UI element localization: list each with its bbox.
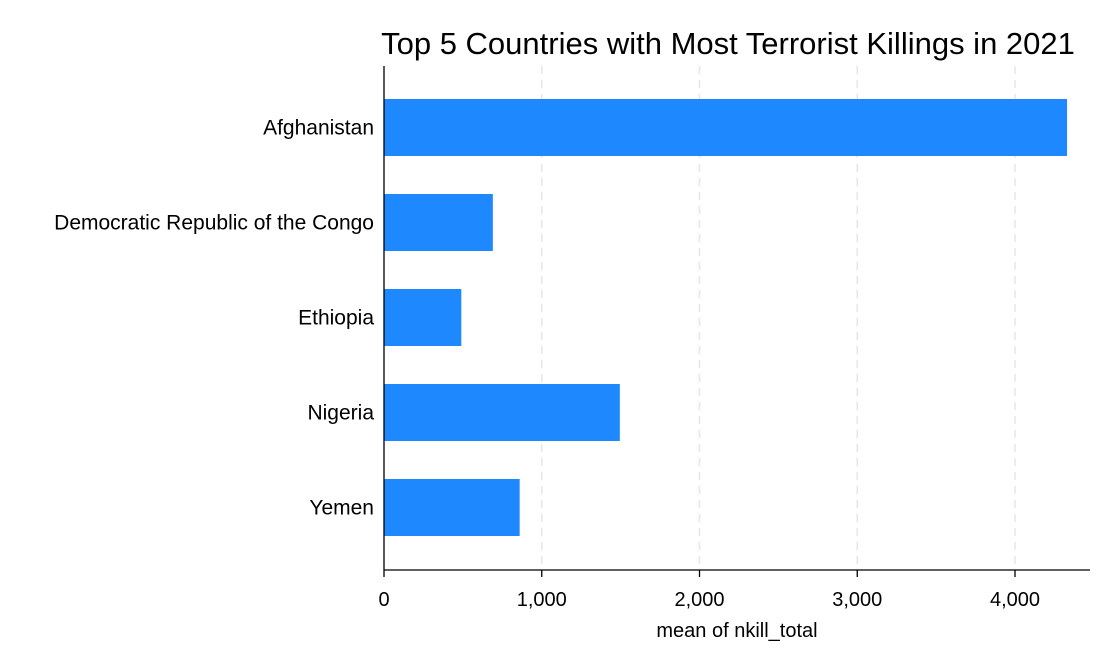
category-label: Nigeria [307,402,374,425]
x-axis-ticks: 0 1,000 2,000 3,000 4,000 [378,570,1040,611]
x-tick-label: 1,000 [517,589,567,611]
bars [384,99,1068,536]
x-tick-label: 3,000 [832,589,882,611]
x-axis-title: mean of nkill_total [656,620,817,642]
category-label: Democratic Republic of the Congo [54,212,374,235]
category-label: Yemen [309,497,374,520]
chart-title: Top 5 Countries with Most Terrorist Kill… [381,26,1075,61]
x-tick-label: 2,000 [674,589,724,611]
category-label: Afghanistan [263,117,374,140]
bar-afghanistan [384,99,1068,156]
x-tick-label: 4,000 [990,589,1040,611]
bar-ethiopia [384,289,462,346]
bar-yemen [384,479,520,536]
category-labels: Afghanistan Democratic Republic of the Co… [54,117,374,520]
category-label: Ethiopia [298,307,374,330]
x-tick-label: 0 [378,589,389,611]
bar-nigeria [384,384,620,441]
bar-democratic-republic-of-the-congo [384,194,493,251]
